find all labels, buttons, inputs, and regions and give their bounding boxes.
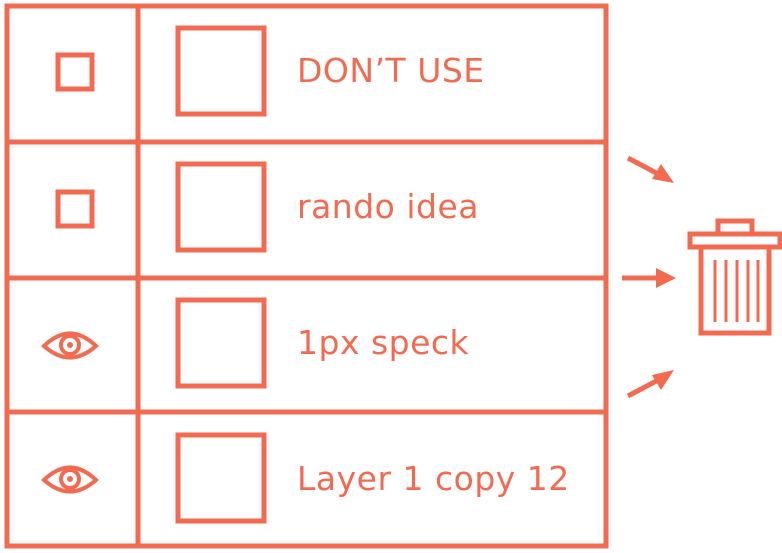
empty-square-icon[interactable] <box>55 189 95 229</box>
layer-row[interactable]: DON’T USE <box>55 25 485 117</box>
layer-label: 1px speck <box>297 323 470 362</box>
layer-row[interactable]: 1px speck <box>41 297 470 389</box>
layer-thumbnail <box>175 161 267 253</box>
layer-label: DON’T USE <box>297 51 485 90</box>
eye-icon[interactable] <box>41 331 99 360</box>
eye-icon[interactable] <box>41 465 99 494</box>
layer-thumbnail <box>175 25 267 117</box>
arrow-down-right-icon <box>626 155 674 183</box>
arrow-up-right-icon <box>626 370 674 399</box>
layer-thumbnail <box>175 432 267 524</box>
layer-label: Layer 1 copy 12 <box>297 459 570 498</box>
layer-label: rando idea <box>297 187 479 226</box>
layer-thumbnail <box>175 297 267 389</box>
layer-row[interactable]: rando idea <box>55 161 479 253</box>
empty-square-icon[interactable] <box>55 52 95 92</box>
layers-panel <box>4 3 609 549</box>
arrow-right-icon <box>622 268 676 288</box>
trash-can-icon[interactable] <box>687 218 782 336</box>
layer-row[interactable]: Layer 1 copy 12 <box>41 432 570 524</box>
